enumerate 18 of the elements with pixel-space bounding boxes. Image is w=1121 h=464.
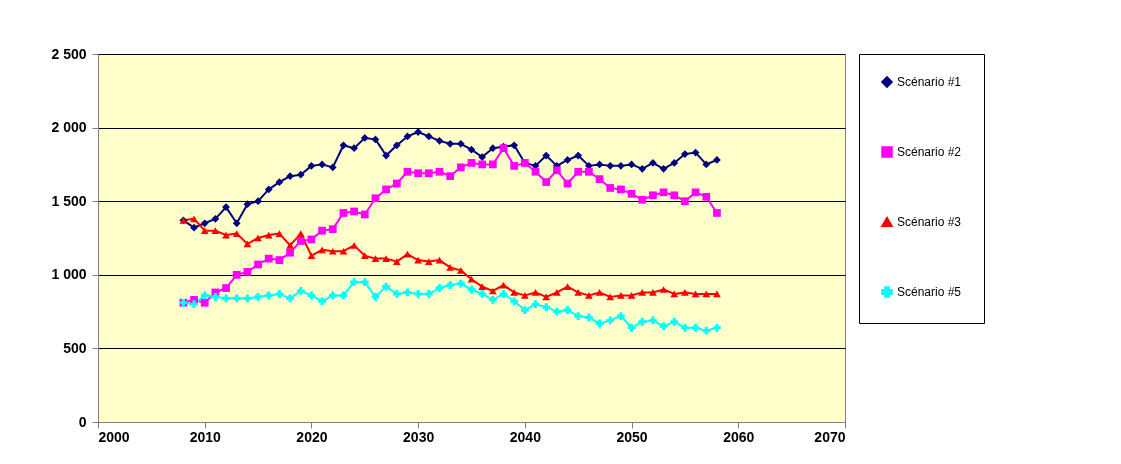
x-tick-label: 2040: [509, 428, 542, 445]
legend-label: Scénario #1: [897, 75, 962, 89]
x-tick-label: 2020: [296, 428, 328, 445]
y-tick-label: 500: [63, 339, 87, 356]
x-tick-label: 2000: [98, 428, 130, 445]
legend-label: Scénario #5: [897, 285, 962, 299]
y-tick-label: 2 500: [51, 45, 87, 62]
legend-label: Scénario #2: [897, 145, 962, 159]
x-tick-label: 2010: [189, 428, 221, 445]
x-tick-label: 2060: [723, 428, 755, 445]
x-tick-label: 2070: [814, 428, 846, 445]
x-tick-label: 2050: [616, 428, 648, 445]
y-tick-label: 0: [78, 413, 87, 430]
y-tick-label: 2 000: [51, 119, 87, 136]
legend-label: Scénario #3: [897, 215, 962, 229]
y-tick-label: 1 500: [51, 192, 87, 209]
y-tick-label: 1 000: [51, 266, 87, 283]
x-tick-label: 2030: [403, 428, 435, 445]
